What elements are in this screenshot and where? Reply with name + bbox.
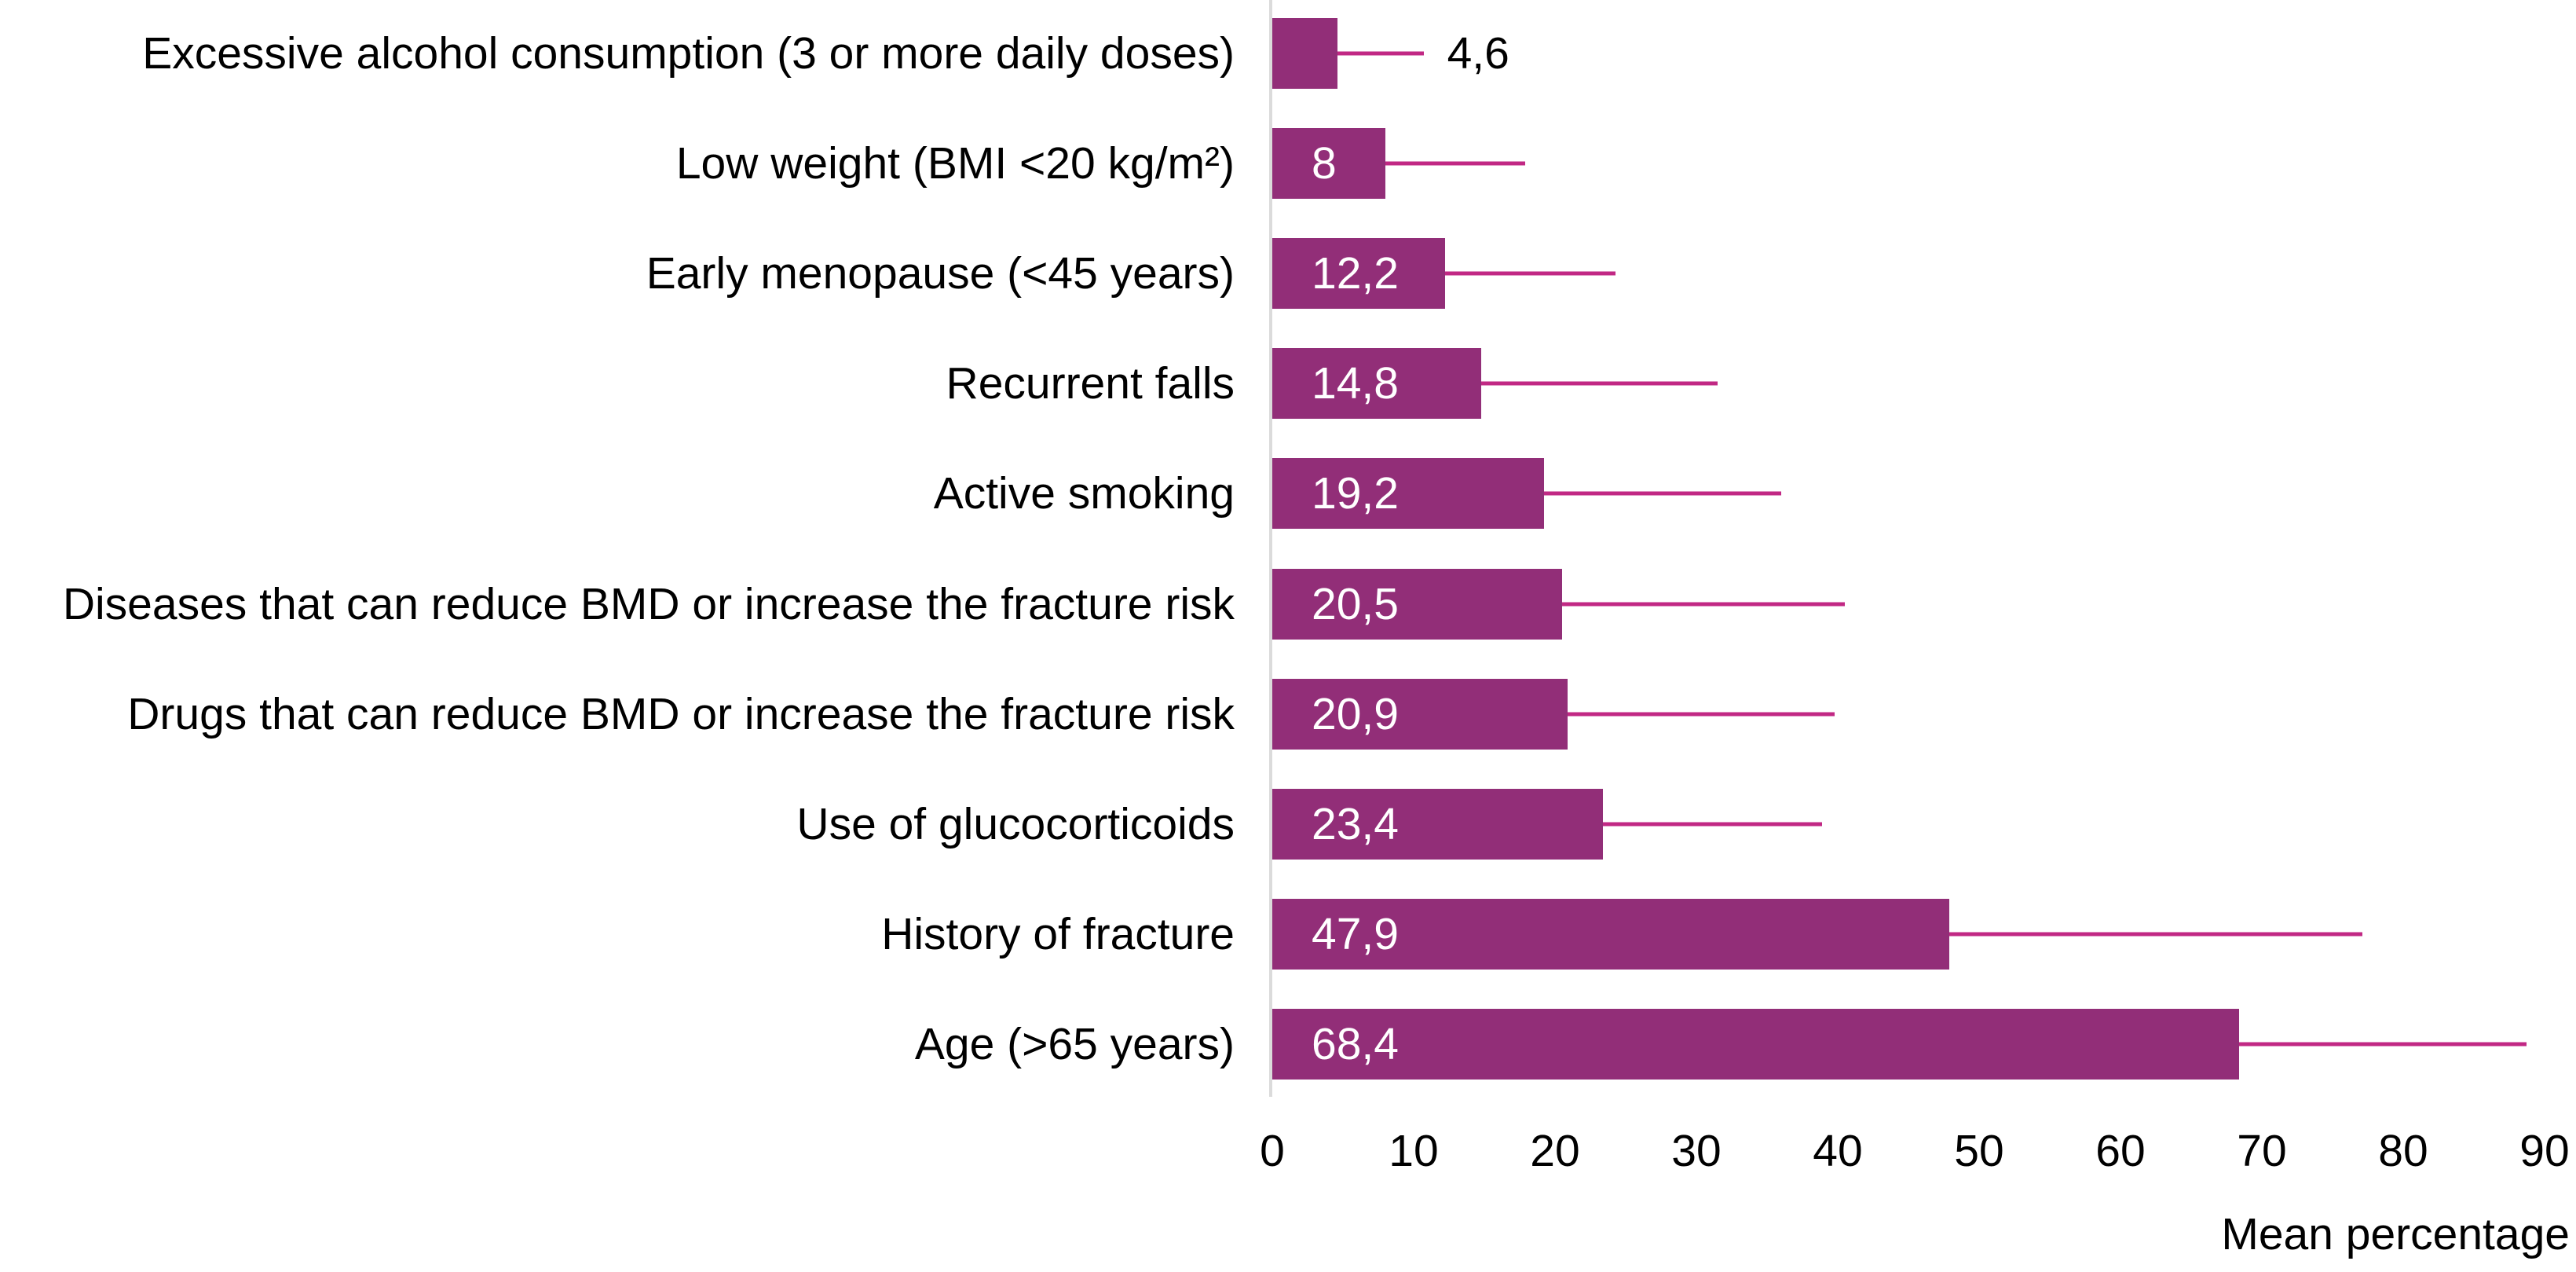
bar xyxy=(1272,898,1950,970)
value-label: 20,9 xyxy=(1312,688,1399,739)
error-bar xyxy=(1562,602,1845,606)
bar xyxy=(1272,18,1337,89)
error-bar xyxy=(1385,161,1526,166)
value-label: 12,2 xyxy=(1312,248,1399,299)
error-bar xyxy=(1568,712,1835,717)
value-label: 20,5 xyxy=(1312,578,1399,629)
error-bar xyxy=(1481,381,1718,386)
error-bar xyxy=(1603,822,1823,827)
value-label: 4,6 xyxy=(1447,28,1509,79)
x-axis-title: Mean percentage xyxy=(2221,1209,2570,1259)
error-bar xyxy=(1444,271,1616,276)
category-label: Early menopause (<45 years) xyxy=(646,248,1235,299)
x-tick-label: 90 xyxy=(2519,1126,2570,1176)
value-label: 8 xyxy=(1312,138,1337,189)
value-label: 19,2 xyxy=(1312,468,1399,519)
y-axis-line xyxy=(1269,0,1272,1097)
x-tick-label: 20 xyxy=(1530,1126,1580,1176)
bar xyxy=(1272,458,1544,530)
bar xyxy=(1272,788,1604,860)
bar xyxy=(1272,238,1445,310)
x-tick-label: 80 xyxy=(2378,1126,2428,1176)
value-label: 14,8 xyxy=(1312,358,1399,409)
error-bar xyxy=(1949,932,2362,937)
value-label: 47,9 xyxy=(1312,908,1399,959)
x-tick-label: 40 xyxy=(1813,1126,1863,1176)
category-label: Drugs that can reduce BMD or increase th… xyxy=(127,688,1235,739)
category-label: Age (>65 years) xyxy=(914,1018,1235,1069)
x-tick-label: 0 xyxy=(1260,1126,1285,1176)
error-bar xyxy=(2239,1042,2527,1047)
x-tick-label: 30 xyxy=(1671,1126,1722,1176)
category-label: Active smoking xyxy=(933,468,1235,519)
category-label: Excessive alcohol consumption (3 or more… xyxy=(142,28,1235,79)
value-label: 23,4 xyxy=(1312,798,1399,849)
x-tick-label: 60 xyxy=(2095,1126,2146,1176)
category-label: Diseases that can reduce BMD or increase… xyxy=(62,578,1235,629)
bar xyxy=(1272,128,1385,200)
x-tick-label: 50 xyxy=(1954,1126,2004,1176)
bar xyxy=(1272,678,1568,750)
category-label: Use of glucocorticoids xyxy=(796,798,1235,849)
category-label: History of fracture xyxy=(881,908,1235,959)
value-label: 68,4 xyxy=(1312,1018,1399,1069)
bar xyxy=(1272,348,1482,420)
bar xyxy=(1272,568,1562,640)
category-label: Low weight (BMI <20 kg/m²) xyxy=(675,138,1235,189)
x-tick-label: 10 xyxy=(1389,1126,1439,1176)
error-bar xyxy=(1337,51,1424,56)
x-tick-label: 70 xyxy=(2237,1126,2287,1176)
category-label: Recurrent falls xyxy=(946,358,1235,409)
bar xyxy=(1272,1008,2240,1080)
error-bar xyxy=(1543,491,1781,496)
